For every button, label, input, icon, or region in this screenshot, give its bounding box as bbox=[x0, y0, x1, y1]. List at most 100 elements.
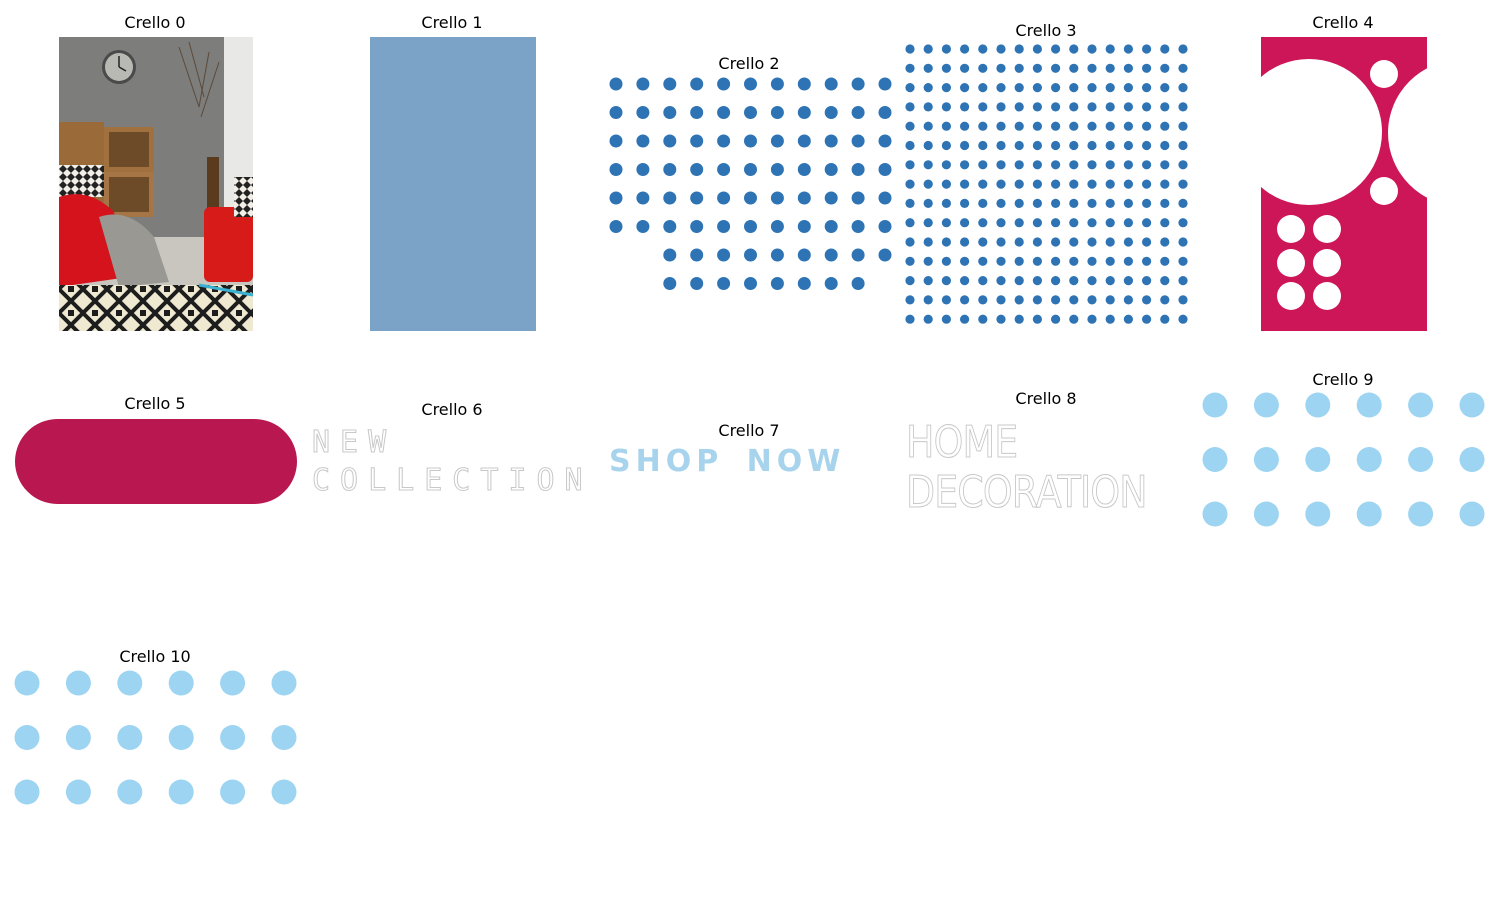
dot bbox=[220, 670, 246, 696]
dot bbox=[1142, 179, 1152, 189]
dot bbox=[960, 256, 970, 266]
dot bbox=[1123, 140, 1133, 151]
dot bbox=[923, 140, 933, 151]
dot bbox=[851, 277, 865, 290]
dot bbox=[797, 191, 811, 205]
dot bbox=[941, 256, 951, 266]
dot bbox=[905, 160, 915, 170]
dot bbox=[636, 220, 650, 233]
dot bbox=[1069, 83, 1079, 93]
dot bbox=[1123, 83, 1133, 93]
dense-dot-grid bbox=[905, 44, 1188, 324]
dot bbox=[609, 191, 623, 205]
dot bbox=[1142, 44, 1152, 54]
dot bbox=[1051, 121, 1061, 131]
dot bbox=[941, 83, 951, 93]
dot bbox=[824, 220, 838, 233]
dot bbox=[636, 163, 650, 176]
dot bbox=[770, 248, 784, 262]
dot bbox=[960, 295, 970, 305]
dot bbox=[1051, 314, 1061, 324]
dot bbox=[1142, 295, 1152, 305]
dot bbox=[1105, 63, 1115, 73]
dot bbox=[744, 220, 757, 233]
cell-title-7: Crello 7 bbox=[718, 421, 780, 440]
dot bbox=[636, 191, 650, 205]
small-circle bbox=[1277, 249, 1305, 277]
dot bbox=[1408, 501, 1434, 527]
dot bbox=[1105, 256, 1115, 266]
dot bbox=[717, 77, 731, 91]
dot bbox=[978, 314, 988, 324]
dot bbox=[797, 248, 811, 262]
crimson-pill bbox=[15, 419, 297, 504]
dot bbox=[717, 106, 731, 119]
dot bbox=[717, 191, 731, 205]
dot bbox=[690, 277, 704, 290]
dot bbox=[770, 134, 784, 148]
dot bbox=[1014, 295, 1024, 305]
dot bbox=[1069, 218, 1079, 228]
red-armchair bbox=[204, 207, 253, 282]
dot bbox=[960, 179, 970, 189]
dot bbox=[1069, 276, 1079, 286]
dot bbox=[1408, 392, 1434, 418]
dot bbox=[1087, 295, 1097, 305]
dot bbox=[717, 248, 731, 262]
dot bbox=[797, 134, 811, 148]
dot bbox=[960, 83, 970, 93]
dot bbox=[744, 77, 757, 91]
dot bbox=[1032, 140, 1042, 151]
dot bbox=[996, 102, 1006, 112]
dot bbox=[1160, 160, 1170, 170]
dot bbox=[1123, 276, 1133, 286]
dot bbox=[1014, 63, 1024, 73]
dot bbox=[1032, 179, 1042, 189]
dot bbox=[878, 77, 892, 91]
dot bbox=[824, 77, 838, 91]
dot bbox=[996, 314, 1006, 324]
dot bbox=[923, 237, 933, 247]
dot bbox=[220, 779, 246, 805]
dot bbox=[797, 277, 811, 290]
dot bbox=[878, 191, 892, 205]
dot bbox=[1105, 295, 1115, 305]
dot bbox=[663, 163, 677, 176]
dot bbox=[996, 198, 1006, 208]
dot bbox=[663, 248, 677, 262]
dot bbox=[609, 77, 623, 91]
dot bbox=[978, 160, 988, 170]
magenta-dots-panel bbox=[1261, 37, 1427, 331]
dot bbox=[690, 163, 704, 176]
dot bbox=[1160, 140, 1170, 151]
dot bbox=[1014, 179, 1024, 189]
dot bbox=[978, 140, 988, 151]
dot bbox=[1087, 83, 1097, 93]
dot bbox=[1032, 314, 1042, 324]
dot bbox=[1069, 140, 1079, 151]
dot bbox=[1032, 256, 1042, 266]
dot bbox=[1160, 276, 1170, 286]
dot bbox=[1123, 44, 1133, 54]
dot bbox=[1069, 102, 1079, 112]
dot bbox=[1178, 198, 1188, 208]
dot bbox=[1160, 237, 1170, 247]
dot bbox=[1032, 160, 1042, 170]
dot bbox=[1069, 314, 1079, 324]
cell-title-8: Crello 8 bbox=[1015, 389, 1077, 408]
dot bbox=[1032, 237, 1042, 247]
dot bbox=[941, 198, 951, 208]
dot bbox=[978, 179, 988, 189]
dot bbox=[770, 277, 784, 290]
dot bbox=[1069, 237, 1079, 247]
dot bbox=[744, 277, 757, 290]
dot bbox=[609, 220, 623, 233]
dot bbox=[996, 295, 1006, 305]
dot bbox=[744, 248, 757, 262]
dot bbox=[1178, 83, 1188, 93]
dot bbox=[1142, 198, 1152, 208]
dot bbox=[923, 295, 933, 305]
dot bbox=[1142, 237, 1152, 247]
dot bbox=[978, 256, 988, 266]
dot bbox=[941, 179, 951, 189]
